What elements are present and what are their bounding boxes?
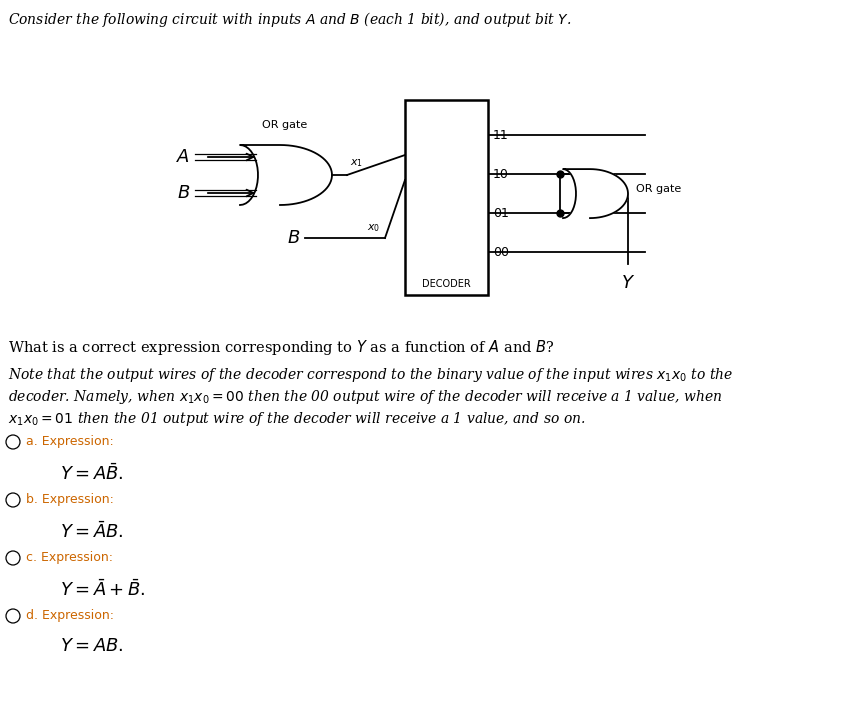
Text: What is a correct expression corresponding to $Y$ as a function of $A$ and $B$?: What is a correct expression correspondi… <box>8 338 554 357</box>
Text: b. Expression:: b. Expression: <box>26 493 114 505</box>
Text: $x_1x_0 = 01$ then the 01 output wire of the decoder will receive a 1 value, and: $x_1x_0 = 01$ then the 01 output wire of… <box>8 410 586 428</box>
Text: $x_0$: $x_0$ <box>367 222 381 234</box>
Text: d. Expression:: d. Expression: <box>26 609 114 622</box>
Text: Consider the following circuit with inputs $A$ and $B$ (each 1 bit), and output : Consider the following circuit with inpu… <box>8 10 572 29</box>
Text: $Y = A\bar{B}.$: $Y = A\bar{B}.$ <box>60 463 124 483</box>
Text: $B$: $B$ <box>176 184 190 202</box>
Bar <box>405 100 488 295</box>
Text: $Y = AB.$: $Y = AB.$ <box>60 637 124 655</box>
Text: DECODER: DECODER <box>422 279 471 289</box>
Text: 00: 00 <box>493 245 509 258</box>
Polygon shape <box>240 145 332 205</box>
Text: $Y$: $Y$ <box>621 274 635 292</box>
Text: $x_1$: $x_1$ <box>350 157 363 169</box>
Text: decoder. Namely, when $x_1x_0 = 00$ then the 00 output wire of the decoder will : decoder. Namely, when $x_1x_0 = 00$ then… <box>8 388 722 406</box>
Text: 11: 11 <box>493 129 509 142</box>
Text: $Y = \bar{A}B.$: $Y = \bar{A}B.$ <box>60 521 124 542</box>
Text: a. Expression:: a. Expression: <box>26 435 114 448</box>
Text: OR gate: OR gate <box>636 183 682 194</box>
Text: OR gate: OR gate <box>262 120 308 130</box>
Text: $Y = \bar{A} + \bar{B}.$: $Y = \bar{A} + \bar{B}.$ <box>60 579 145 600</box>
Text: c. Expression:: c. Expression: <box>26 550 113 563</box>
Text: $A$: $A$ <box>176 148 190 166</box>
Text: $B$: $B$ <box>287 229 300 247</box>
Text: 10: 10 <box>493 167 509 181</box>
Text: Note that the output wires of the decoder correspond to the binary value of the : Note that the output wires of the decode… <box>8 366 734 384</box>
Polygon shape <box>563 169 628 218</box>
Text: 01: 01 <box>493 207 509 220</box>
